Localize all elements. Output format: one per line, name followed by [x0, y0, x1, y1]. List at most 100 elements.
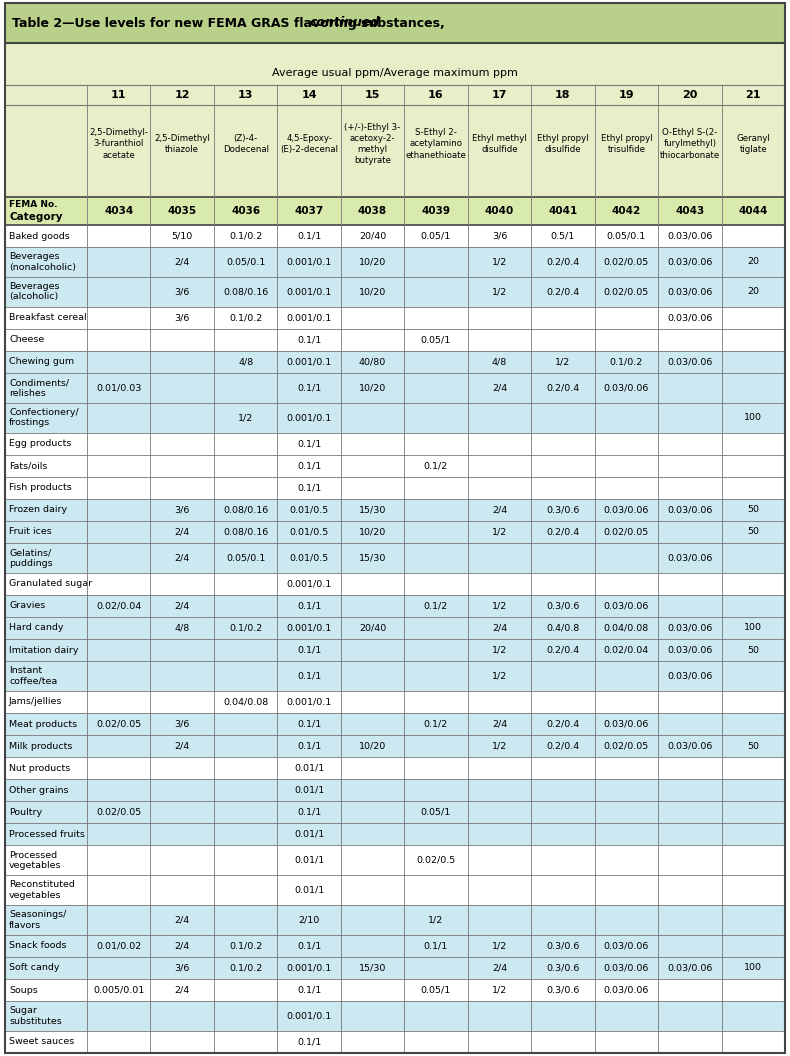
- Text: 0.1/1: 0.1/1: [297, 383, 322, 393]
- Text: 1/2: 1/2: [492, 672, 507, 680]
- Bar: [5, 521, 785, 543]
- Text: 50: 50: [747, 506, 759, 514]
- Text: 40/80: 40/80: [359, 357, 386, 366]
- Text: 0.2/0.4: 0.2/0.4: [546, 383, 580, 393]
- Text: 0.001/0.1: 0.001/0.1: [287, 1012, 332, 1020]
- Text: Egg products: Egg products: [9, 439, 71, 448]
- Text: 0.04/0.08: 0.04/0.08: [604, 623, 649, 633]
- Text: Meat products: Meat products: [9, 719, 77, 729]
- Text: 0.01/1: 0.01/1: [294, 855, 324, 865]
- Text: FEMA No.: FEMA No.: [9, 200, 58, 209]
- Text: 2/4: 2/4: [175, 985, 190, 995]
- Bar: [5, 197, 785, 225]
- Text: 0.1/1: 0.1/1: [297, 461, 322, 470]
- Text: 1/2: 1/2: [492, 941, 507, 950]
- Text: 0.02/0.05: 0.02/0.05: [604, 527, 649, 536]
- Text: 15/30: 15/30: [359, 506, 386, 514]
- Text: 0.03/0.06: 0.03/0.06: [667, 231, 713, 241]
- Text: 2/4: 2/4: [492, 719, 507, 729]
- Text: 0.01/1: 0.01/1: [294, 786, 324, 795]
- Bar: [5, 498, 785, 521]
- Text: Poultry: Poultry: [9, 808, 42, 817]
- Text: Ethyl propyl
disulfide: Ethyl propyl disulfide: [537, 134, 589, 154]
- Text: 0.01/0.02: 0.01/0.02: [96, 941, 141, 950]
- Text: 1/2: 1/2: [238, 413, 254, 422]
- Text: 0.03/0.06: 0.03/0.06: [667, 623, 713, 633]
- Text: 0.01/0.03: 0.01/0.03: [96, 383, 141, 393]
- Text: 0.005/0.01: 0.005/0.01: [93, 985, 145, 995]
- Text: 0.001/0.1: 0.001/0.1: [287, 963, 332, 973]
- Text: 1/2: 1/2: [492, 985, 507, 995]
- Text: 1/2: 1/2: [492, 287, 507, 297]
- Bar: [5, 328, 785, 351]
- Text: Sugar
substitutes: Sugar substitutes: [9, 1006, 62, 1025]
- Text: 0.05/1: 0.05/1: [421, 336, 451, 344]
- Text: 0.2/0.4: 0.2/0.4: [546, 645, 580, 655]
- Text: 0.2/0.4: 0.2/0.4: [546, 719, 580, 729]
- Text: 0.1/1: 0.1/1: [297, 484, 322, 492]
- Text: 0.1/0.2: 0.1/0.2: [229, 623, 262, 633]
- Text: 0.2/0.4: 0.2/0.4: [546, 258, 580, 266]
- Text: 20: 20: [747, 258, 759, 266]
- Text: 2/4: 2/4: [492, 506, 507, 514]
- Bar: [5, 713, 785, 735]
- Bar: [5, 757, 785, 779]
- Text: 0.1/1: 0.1/1: [424, 941, 448, 950]
- Text: Processed fruits: Processed fruits: [9, 830, 85, 838]
- Text: 0.05/1: 0.05/1: [421, 231, 451, 241]
- Bar: [5, 543, 785, 572]
- Text: 0.03/0.06: 0.03/0.06: [604, 601, 649, 610]
- Bar: [5, 247, 785, 277]
- Text: 0.1/2: 0.1/2: [424, 601, 448, 610]
- Text: 0.3/0.6: 0.3/0.6: [546, 601, 580, 610]
- Text: 1/2: 1/2: [555, 357, 570, 366]
- Text: 0.1/0.2: 0.1/0.2: [229, 963, 262, 973]
- Text: 0.4/0.8: 0.4/0.8: [546, 623, 580, 633]
- Text: 0.1/1: 0.1/1: [297, 601, 322, 610]
- Text: 0.01/1: 0.01/1: [294, 830, 324, 838]
- Text: Ethyl propyl
trisulfide: Ethyl propyl trisulfide: [600, 134, 653, 154]
- Text: 1/2: 1/2: [492, 645, 507, 655]
- Text: 13: 13: [238, 90, 254, 100]
- Text: 0.01/1: 0.01/1: [294, 763, 324, 773]
- Bar: [5, 476, 785, 498]
- Text: 18: 18: [555, 90, 570, 100]
- Text: 0.02/0.05: 0.02/0.05: [604, 741, 649, 751]
- Text: 100: 100: [744, 413, 762, 422]
- Text: 2/4: 2/4: [175, 258, 190, 266]
- Text: 0.001/0.1: 0.001/0.1: [287, 287, 332, 297]
- Text: 0.03/0.06: 0.03/0.06: [667, 357, 713, 366]
- Text: 2,5-Dimethyl
thiazole: 2,5-Dimethyl thiazole: [154, 134, 210, 154]
- Text: 0.001/0.1: 0.001/0.1: [287, 314, 332, 322]
- Text: Cheese: Cheese: [9, 336, 44, 344]
- Text: 0.001/0.1: 0.001/0.1: [287, 413, 332, 422]
- Text: 4038: 4038: [358, 206, 387, 216]
- Bar: [5, 846, 785, 875]
- Text: 0.2/0.4: 0.2/0.4: [546, 741, 580, 751]
- Text: (Z)-4-
Dodecenal: (Z)-4- Dodecenal: [223, 134, 269, 154]
- Bar: [5, 935, 785, 957]
- Bar: [5, 402, 785, 433]
- Bar: [5, 617, 785, 639]
- Text: 4041: 4041: [548, 206, 577, 216]
- Text: Instant
coffee/tea: Instant coffee/tea: [9, 666, 57, 685]
- Text: 0.03/0.06: 0.03/0.06: [604, 719, 649, 729]
- Text: 2,5-Dimethyl-
3-furanthiol
acetate: 2,5-Dimethyl- 3-furanthiol acetate: [89, 129, 149, 159]
- Text: 0.05/1: 0.05/1: [421, 808, 451, 817]
- Text: 4039: 4039: [422, 206, 450, 216]
- Text: 0.001/0.1: 0.001/0.1: [287, 697, 332, 706]
- Text: 0.05/0.1: 0.05/0.1: [226, 553, 265, 563]
- Text: Geranyl
tiglate: Geranyl tiglate: [736, 134, 770, 154]
- Text: Sweet sauces: Sweet sauces: [9, 1037, 74, 1046]
- Text: 0.03/0.06: 0.03/0.06: [667, 287, 713, 297]
- Text: 0.01/1: 0.01/1: [294, 886, 324, 894]
- Text: 1/2: 1/2: [492, 527, 507, 536]
- Text: 0.01/0.5: 0.01/0.5: [289, 506, 329, 514]
- Text: 10/20: 10/20: [359, 258, 386, 266]
- Text: 3/6: 3/6: [175, 287, 190, 297]
- Text: 16: 16: [428, 90, 444, 100]
- Text: 0.02/0.5: 0.02/0.5: [416, 855, 456, 865]
- Text: 0.02/0.05: 0.02/0.05: [96, 719, 141, 729]
- Text: 0.3/0.6: 0.3/0.6: [546, 941, 580, 950]
- Text: 15: 15: [365, 90, 380, 100]
